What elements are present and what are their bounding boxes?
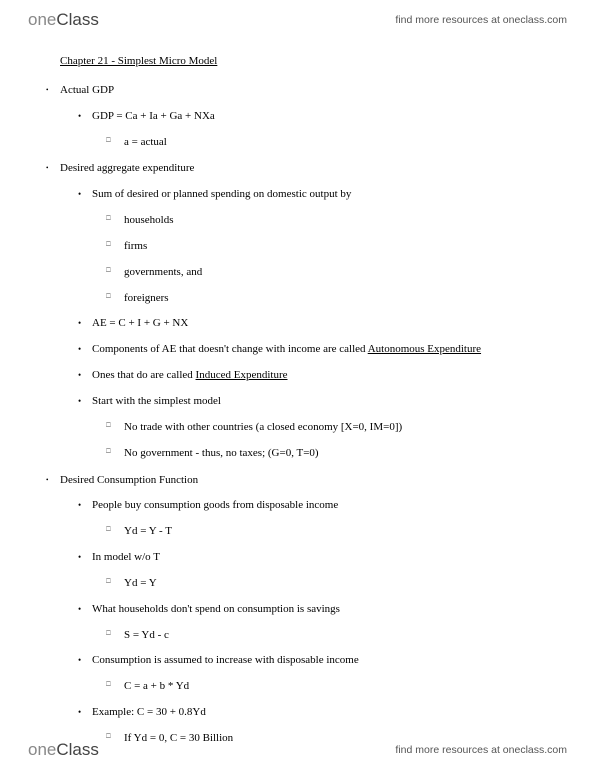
ae-governments: governments, and	[124, 265, 535, 280]
cf-savings: What households don't spend on consumpti…	[92, 602, 535, 643]
logo: oneClass	[28, 10, 99, 30]
text: Consumption is assumed to increase with …	[92, 654, 359, 666]
document-content: Chapter 21 - Simplest Micro Model Actual…	[0, 36, 595, 746]
text: Yd = Y	[124, 577, 157, 589]
chapter-title: Chapter 21 - Simplest Micro Model	[60, 54, 535, 69]
logo-footer: oneClass	[28, 740, 99, 760]
term-autonomous: Autonomous Expenditure	[368, 343, 481, 355]
text: a = actual	[124, 136, 167, 148]
section-actual-gdp: Actual GDP GDP = Ca + Ia + Ga + NXa a = …	[60, 83, 535, 150]
text: No government - thus, no taxes; (G=0, T=…	[124, 447, 319, 459]
section-desired-ae: Desired aggregate expenditure Sum of des…	[60, 161, 535, 460]
induced-expenditure: Ones that do are called Induced Expendit…	[92, 368, 535, 383]
text: No trade with other countries (a closed …	[124, 421, 402, 433]
text: Yd = Y - T	[124, 525, 172, 537]
no-trade: No trade with other countries (a closed …	[124, 420, 535, 435]
text: foreigners	[124, 292, 169, 304]
section-title: Actual GDP	[60, 84, 114, 96]
cf-disposable: People buy consumption goods from dispos…	[92, 498, 535, 539]
cf-eq3: S = Yd - c	[124, 628, 535, 643]
text: Sum of desired or planned spending on do…	[92, 188, 351, 200]
no-government: No government - thus, no taxes; (G=0, T=…	[124, 446, 535, 461]
resources-link-bottom[interactable]: find more resources at oneclass.com	[395, 744, 567, 756]
text: In model w/o T	[92, 551, 160, 563]
ae-firms: firms	[124, 239, 535, 254]
gdp-note: a = actual	[124, 135, 535, 150]
text: People buy consumption goods from dispos…	[92, 499, 338, 511]
section-consumption-fn: Desired Consumption Function People buy …	[60, 473, 535, 746]
text: GDP = Ca + Ia + Ga + NXa	[92, 110, 215, 122]
cf-increase: Consumption is assumed to increase with …	[92, 653, 535, 694]
text: Ones that do are called	[92, 369, 196, 381]
text: S = Yd - c	[124, 629, 169, 641]
logo-part1: one	[28, 10, 56, 30]
text: Components of AE that doesn't change wit…	[92, 343, 368, 355]
resources-link-top[interactable]: find more resources at oneclass.com	[395, 14, 567, 26]
ae-sum-desc: Sum of desired or planned spending on do…	[92, 187, 535, 305]
header-bar: oneClass find more resources at oneclass…	[0, 0, 595, 36]
cf-eq2: Yd = Y	[124, 576, 535, 591]
logo-part2: Class	[56, 740, 99, 760]
logo-part2: Class	[56, 10, 99, 30]
cf-eq4: C = a + b * Yd	[124, 679, 535, 694]
footer-bar: oneClass find more resources at oneclass…	[0, 734, 595, 770]
text: AE = C + I + G + NX	[92, 317, 188, 329]
ae-foreigners: foreigners	[124, 291, 535, 306]
text: C = a + b * Yd	[124, 680, 189, 692]
logo-part1: one	[28, 740, 56, 760]
text: households	[124, 214, 174, 226]
autonomous-expenditure: Components of AE that doesn't change wit…	[92, 342, 535, 357]
gdp-equation: GDP = Ca + Ia + Ga + NXa a = actual	[92, 109, 535, 150]
outline-root: Actual GDP GDP = Ca + Ia + Ga + NXa a = …	[60, 83, 535, 746]
term-induced: Induced Expenditure	[196, 369, 288, 381]
cf-eq1: Yd = Y - T	[124, 524, 535, 539]
cf-no-t: In model w/o T Yd = Y	[92, 550, 535, 591]
text: Start with the simplest model	[92, 395, 221, 407]
section-title: Desired aggregate expenditure	[60, 162, 194, 174]
text: Example: C = 30 + 0.8Yd	[92, 706, 206, 718]
ae-equation: AE = C + I + G + NX	[92, 316, 535, 331]
ae-households: households	[124, 213, 535, 228]
text: What households don't spend on consumpti…	[92, 603, 340, 615]
text: governments, and	[124, 266, 202, 278]
text: firms	[124, 240, 147, 252]
section-title: Desired Consumption Function	[60, 474, 198, 486]
simplest-model: Start with the simplest model No trade w…	[92, 394, 535, 461]
